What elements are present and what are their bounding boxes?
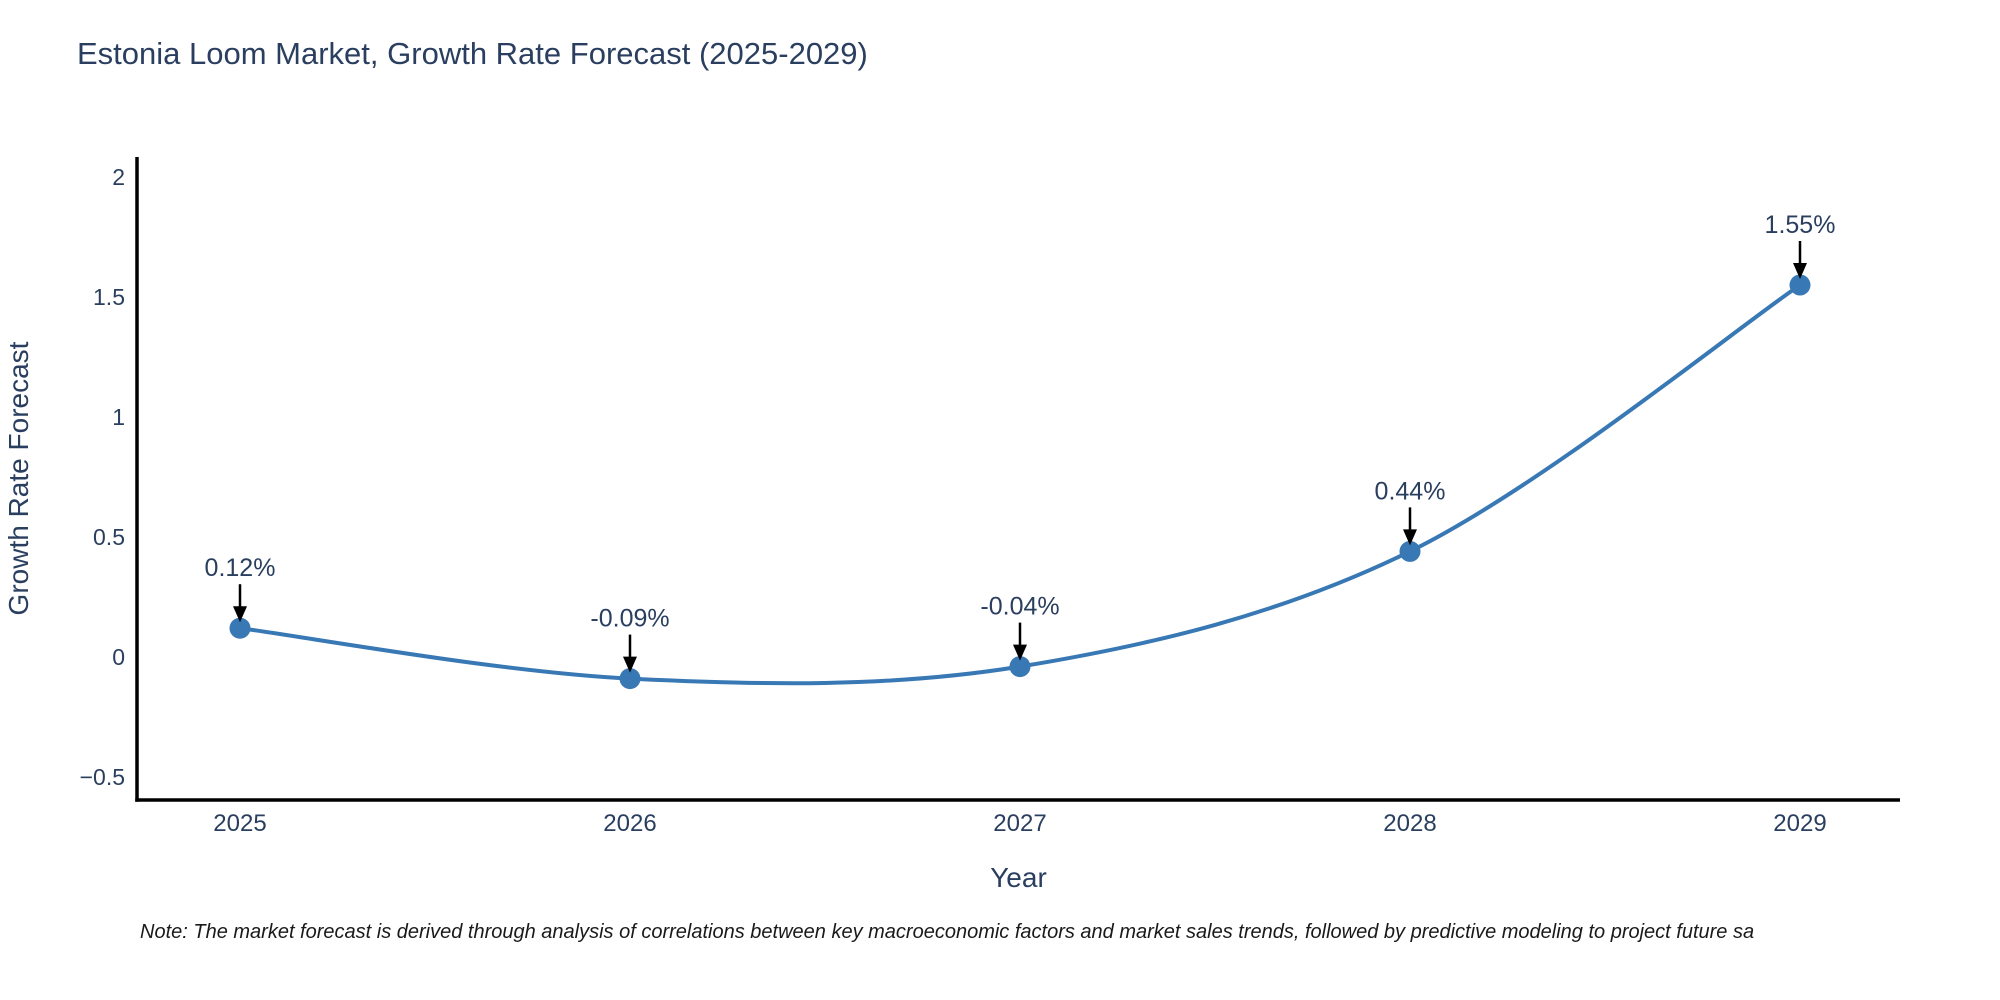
y-tick-label: 1 [112, 404, 125, 430]
x-axis-title: Year [990, 862, 1047, 893]
y-tick-label: 0.5 [93, 524, 125, 550]
annotation-arrow-head [233, 606, 247, 623]
data-point [1009, 656, 1031, 678]
point-annotation: -0.04% [980, 593, 1059, 621]
x-tick-label: 2025 [213, 810, 266, 837]
y-axis-title: Growth Rate Forecast [3, 341, 34, 615]
data-point [619, 668, 641, 690]
y-tick-label: 2 [112, 164, 125, 190]
x-tick-label: 2028 [1383, 810, 1436, 837]
point-annotation: 0.12% [205, 554, 276, 582]
point-annotation: 0.44% [1375, 477, 1446, 505]
chart-title: Estonia Loom Market, Growth Rate Forecas… [77, 36, 868, 71]
data-point [1399, 540, 1421, 562]
annotation-arrow-head [1013, 644, 1027, 661]
y-tick-label: −0.5 [80, 764, 125, 790]
y-tick-label: 0 [112, 644, 125, 670]
y-tick-label: 1.5 [93, 284, 125, 310]
point-annotation: 1.55% [1765, 211, 1836, 239]
x-tick-label: 2026 [603, 810, 656, 837]
footnote: Note: The market forecast is derived thr… [140, 921, 1755, 943]
point-annotation: -0.09% [590, 605, 669, 633]
data-point [1789, 274, 1811, 296]
annotation-arrow-head [623, 656, 637, 673]
annotation-arrow-head [1793, 263, 1807, 279]
x-tick-label: 2029 [1773, 810, 1826, 837]
annotation-arrow-head [1403, 529, 1417, 546]
data-point [229, 617, 251, 639]
x-tick-label: 2027 [993, 810, 1046, 837]
